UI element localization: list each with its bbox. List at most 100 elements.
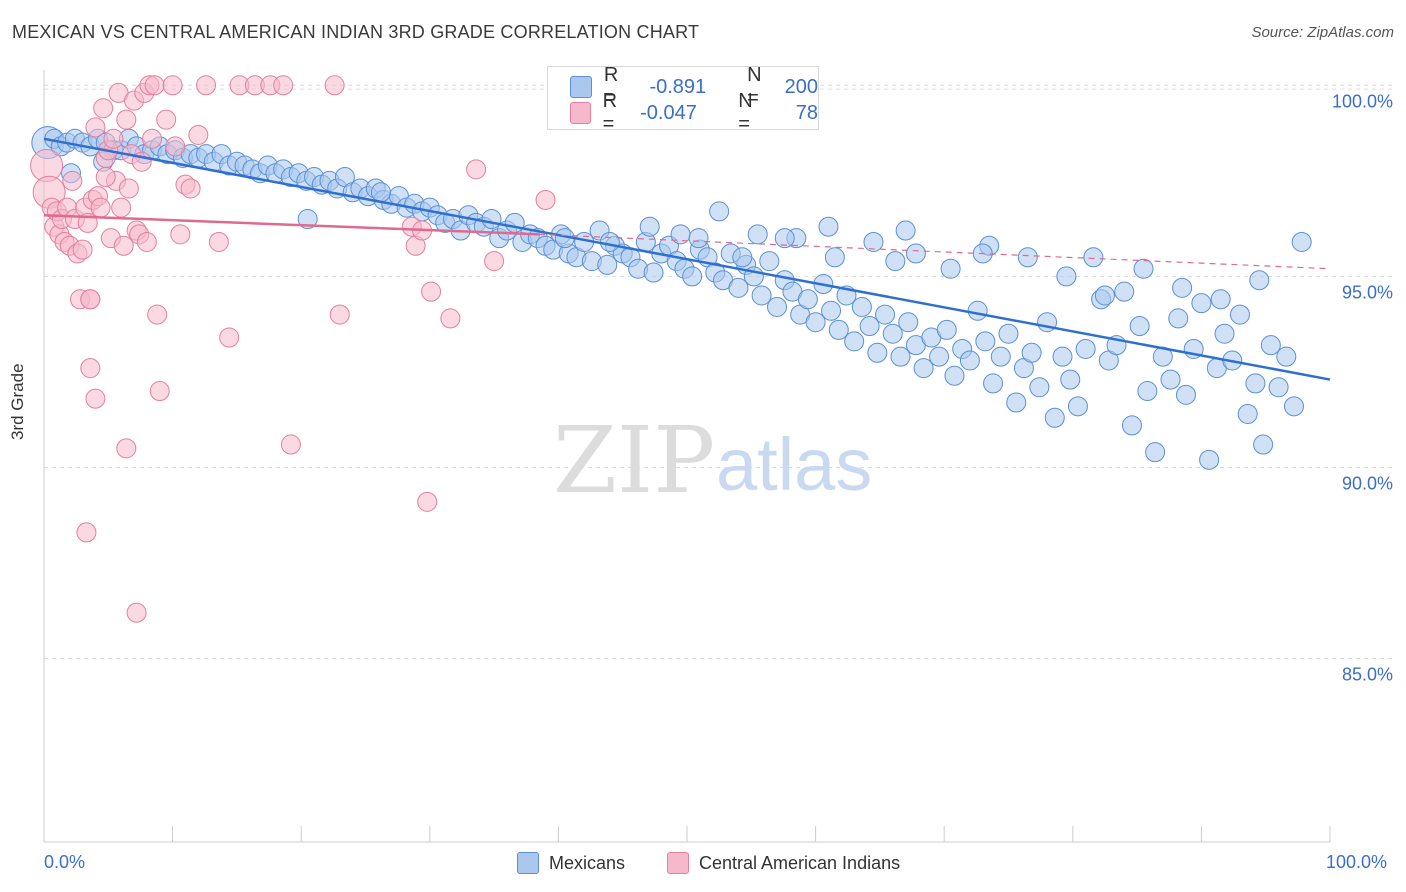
legend-item-central-american-indians: Central American Indians	[667, 852, 900, 874]
data-point	[1114, 281, 1135, 302]
data-point	[1268, 377, 1289, 398]
data-point	[599, 231, 620, 252]
legend-series-name: Central American Indians	[699, 852, 901, 873]
data-point	[1168, 308, 1189, 329]
data-point	[273, 75, 294, 96]
data-point	[440, 308, 461, 329]
data-point	[1006, 392, 1027, 413]
data-point	[959, 350, 980, 371]
data-point	[484, 251, 505, 272]
watermark-atlas: atlas	[716, 423, 872, 506]
y-tick-label: 100.0%	[1332, 91, 1393, 111]
trend-lines	[43, 137, 1331, 381]
data-point	[113, 235, 134, 256]
data-point	[116, 109, 137, 130]
data-point	[882, 323, 903, 344]
legend-row-central-american-indians: R = -0.047 N = 78	[570, 90, 818, 135]
data-point	[147, 304, 168, 325]
legend-swatch-blue	[570, 76, 592, 98]
data-point	[844, 331, 865, 352]
data-point	[944, 365, 965, 386]
data-point	[885, 251, 906, 272]
data-point	[1199, 449, 1220, 470]
y-axis-label: 3rd Grade	[8, 363, 27, 440]
data-point	[824, 247, 845, 268]
data-point	[1083, 247, 1104, 268]
data-point	[767, 296, 788, 317]
data-point	[417, 491, 438, 512]
series-central-american-indians	[30, 75, 556, 623]
data-point	[93, 98, 114, 119]
data-point	[1214, 323, 1235, 344]
y-tick-label: 85.0%	[1342, 665, 1393, 685]
data-point	[156, 109, 177, 130]
data-point	[219, 327, 240, 348]
data-point	[1276, 346, 1297, 367]
legend-n-label: N =	[738, 90, 753, 135]
data-point	[196, 75, 217, 96]
data-point	[1052, 346, 1073, 367]
data-point	[208, 231, 229, 252]
data-point	[280, 434, 301, 455]
legend-row-mexicans: R = -0.891 N = 200	[570, 64, 818, 109]
data-point	[732, 247, 753, 268]
data-point	[1237, 403, 1258, 424]
data-point	[863, 231, 884, 252]
data-point	[983, 373, 1004, 394]
data-point	[324, 75, 345, 96]
data-point	[85, 117, 106, 138]
data-point	[929, 346, 950, 367]
trend-line-central-american-indians	[43, 213, 540, 236]
data-point	[103, 128, 124, 149]
data-point	[1191, 293, 1212, 314]
legend-swatch-pink	[667, 852, 689, 874]
data-point	[890, 346, 911, 367]
data-point	[80, 289, 101, 310]
watermark-zip: ZIP	[553, 407, 715, 514]
source-label: Source: ZipAtlas.com	[1251, 24, 1394, 41]
data-point	[967, 300, 988, 321]
data-point	[1175, 384, 1196, 405]
legend-swatch-blue	[517, 852, 539, 874]
data-point	[828, 319, 849, 340]
data-point	[297, 209, 318, 230]
data-point	[80, 358, 101, 379]
data-point	[774, 228, 795, 249]
data-point	[142, 128, 163, 149]
data-point	[76, 522, 97, 543]
data-point	[905, 243, 926, 264]
data-point	[859, 316, 880, 337]
data-point	[1210, 289, 1231, 310]
legend-r-value: -0.047	[640, 101, 697, 124]
data-point	[728, 277, 749, 298]
data-point	[180, 178, 201, 199]
data-point	[170, 224, 191, 245]
data-point	[759, 251, 780, 272]
data-point	[998, 323, 1019, 344]
data-point	[747, 224, 768, 245]
data-point	[1121, 415, 1142, 436]
data-point	[111, 197, 132, 218]
legend-r-label: R =	[602, 90, 618, 135]
data-point	[90, 197, 111, 218]
data-point	[1029, 377, 1050, 398]
data-point	[1044, 407, 1065, 428]
legend-n-value: 78	[795, 101, 818, 124]
x-tick-min: 0.0%	[44, 852, 86, 872]
legend-swatch-pink	[570, 102, 591, 124]
data-point	[805, 312, 826, 333]
data-point	[1291, 231, 1312, 252]
data-point	[1017, 247, 1038, 268]
data-point	[1245, 373, 1266, 394]
data-point	[116, 438, 137, 459]
legend-r-value: -0.891	[649, 75, 707, 98]
data-point	[188, 124, 209, 145]
data-point	[597, 254, 618, 275]
data-point	[1249, 270, 1270, 291]
data-point	[1145, 442, 1166, 463]
data-point	[867, 342, 888, 363]
data-point	[370, 182, 391, 203]
data-point	[1056, 266, 1077, 287]
data-point	[709, 201, 730, 222]
data-point	[481, 209, 502, 230]
